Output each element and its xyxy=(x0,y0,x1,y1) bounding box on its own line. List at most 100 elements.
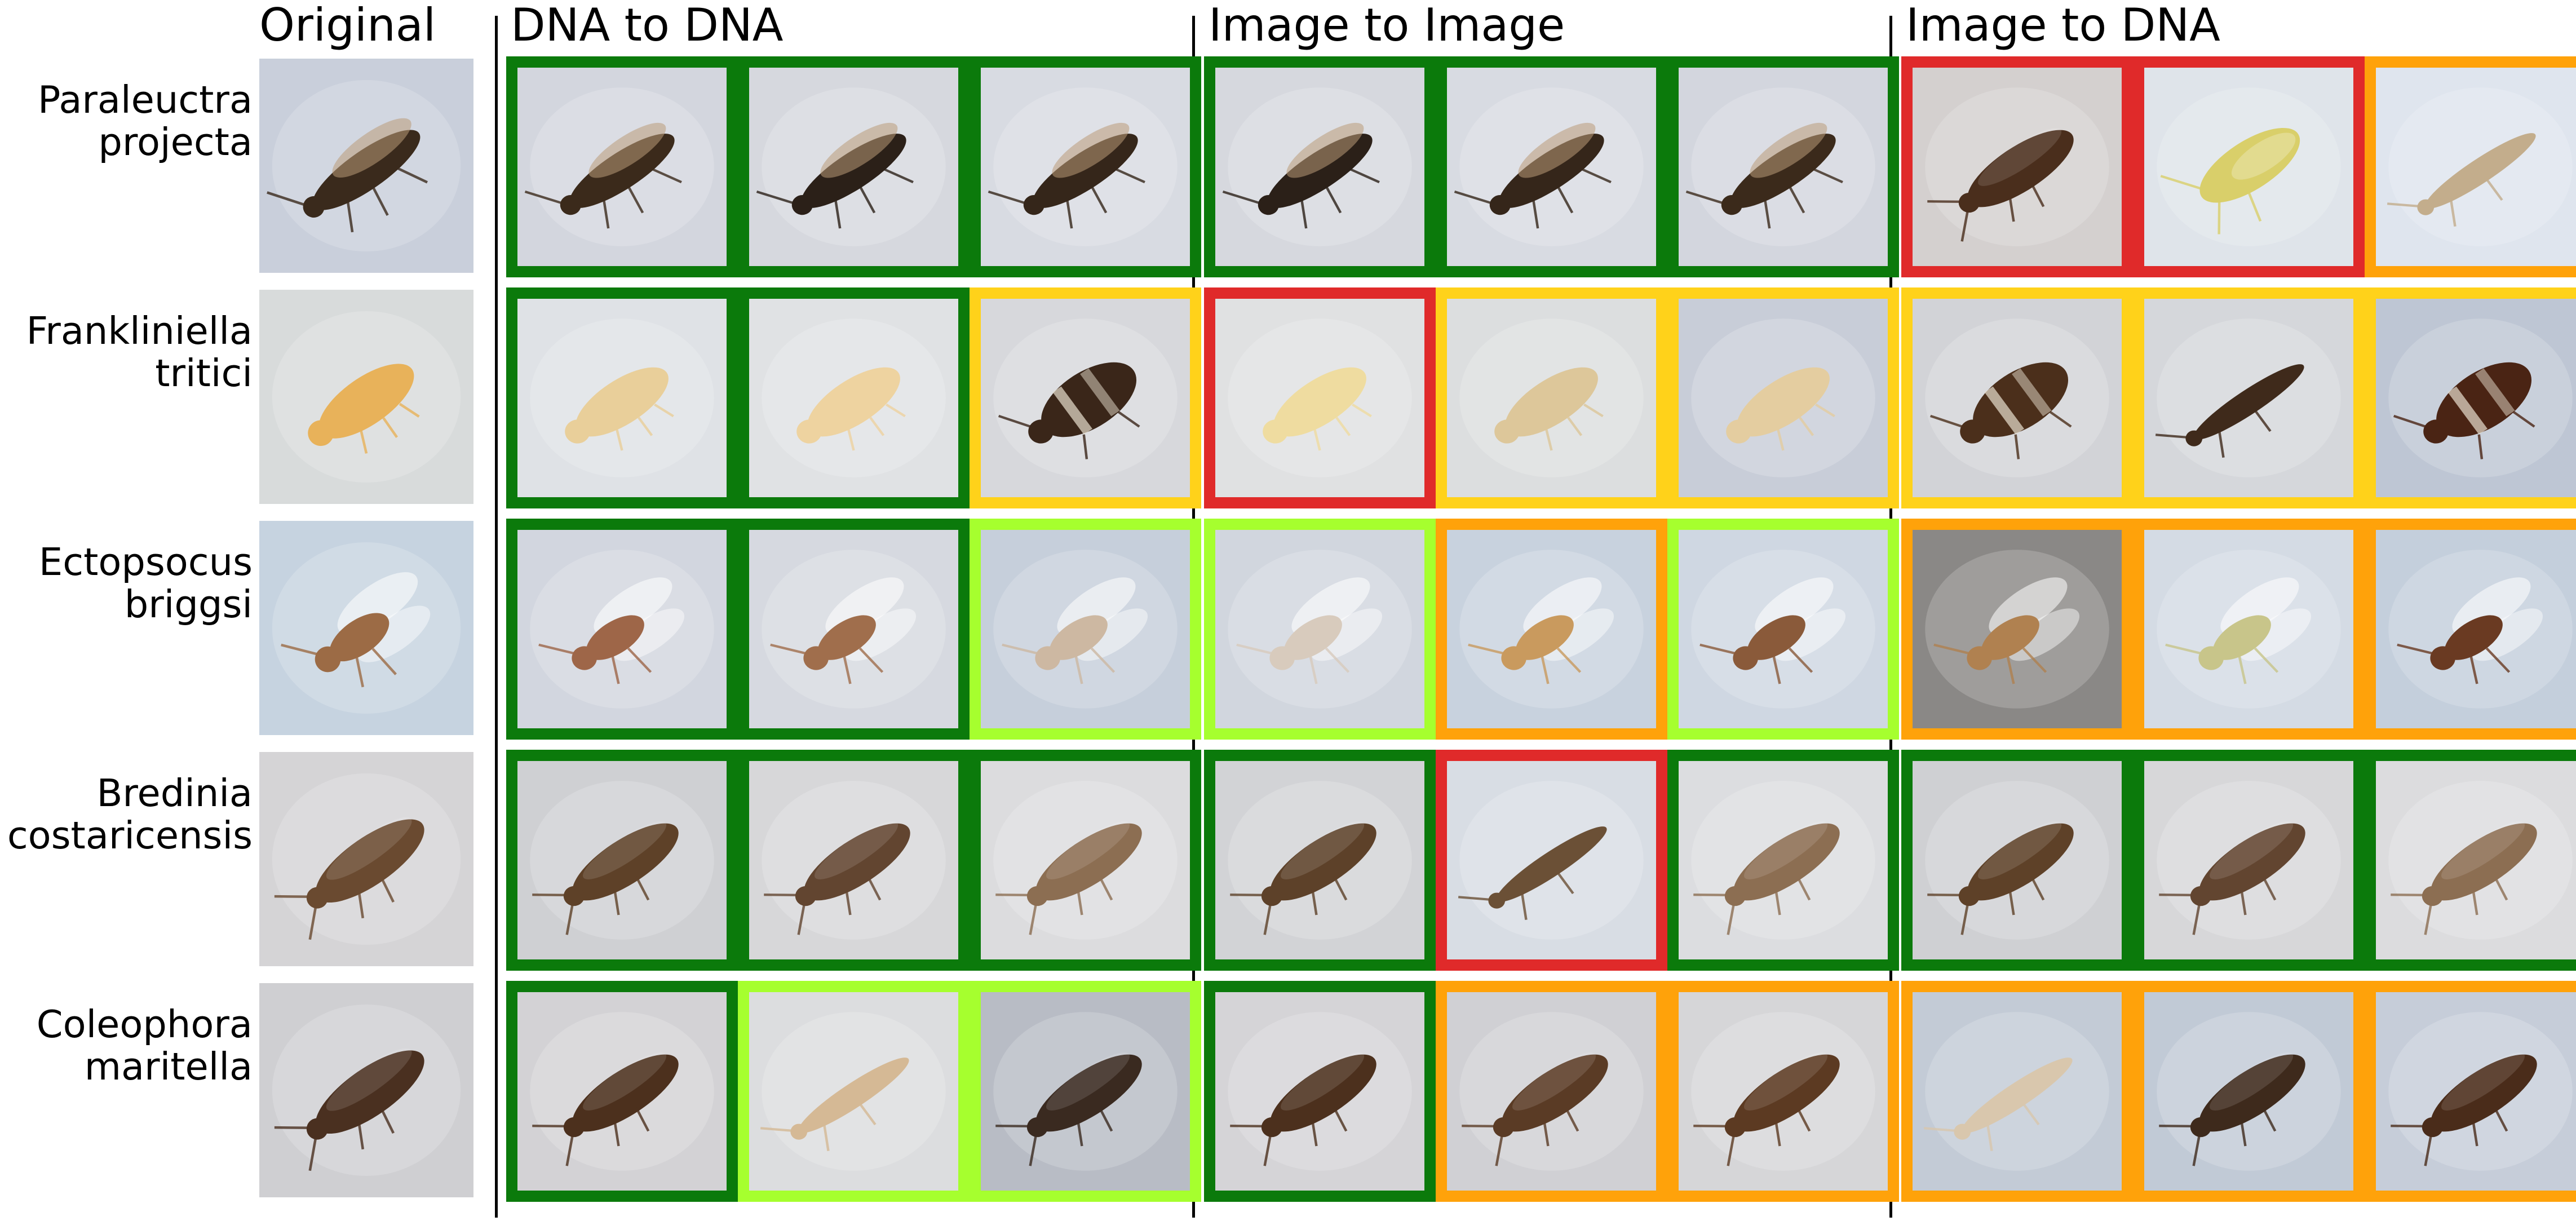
specimen-photo xyxy=(259,59,473,273)
species-label: Paraleuctra projecta xyxy=(0,79,253,163)
specimen-photo xyxy=(517,68,727,266)
specimen-photo xyxy=(749,530,958,728)
retrieval-result-image-to-dna xyxy=(2133,750,2365,971)
header-dna-to-dna: DNA to DNA xyxy=(511,0,784,51)
retrieval-result-dna-to-dna xyxy=(738,287,970,508)
retrieval-result-image-to-dna xyxy=(1901,519,2133,740)
retrieval-result-image-to-dna xyxy=(2133,519,2365,740)
retrieval-result-image-to-image xyxy=(1436,56,1667,277)
header-original: Original xyxy=(259,0,436,51)
retrieval-result-image-to-image xyxy=(1667,287,1899,508)
specimen-photo xyxy=(981,530,1190,728)
retrieval-result-image-to-image xyxy=(1204,56,1436,277)
specimen-photo xyxy=(749,761,958,959)
species-label-line-1: Ectopsocus xyxy=(38,540,253,584)
species-label: Ectopsocus briggsi xyxy=(0,541,253,626)
retrieval-result-dna-to-dna xyxy=(506,287,738,508)
species-label-line-2: maritella xyxy=(84,1045,253,1089)
retrieval-result-image-to-dna xyxy=(2365,287,2576,508)
specimen-photo xyxy=(1215,299,1424,497)
divider-line xyxy=(495,16,498,1218)
specimen-photo xyxy=(981,299,1190,497)
retrieval-result-image-to-image xyxy=(1204,750,1436,971)
original-image xyxy=(259,752,473,966)
original-image xyxy=(259,290,473,504)
specimen-photo xyxy=(1447,299,1656,497)
retrieval-result-dna-to-dna xyxy=(970,519,1201,740)
retrieval-result-dna-to-dna xyxy=(970,750,1201,971)
retrieval-result-dna-to-dna xyxy=(738,981,970,1202)
retrieval-result-image-to-image xyxy=(1436,750,1667,971)
retrieval-result-image-to-dna xyxy=(2365,56,2576,277)
retrieval-result-image-to-dna xyxy=(2133,981,2365,1202)
retrieval-result-image-to-dna xyxy=(2365,981,2576,1202)
specimen-photo xyxy=(259,521,473,735)
specimen-photo xyxy=(1913,761,2122,959)
specimen-photo xyxy=(1679,68,1888,266)
specimen-photo xyxy=(981,68,1190,266)
retrieval-result-dna-to-dna xyxy=(506,519,738,740)
species-label-line-1: Coleophora xyxy=(36,1002,253,1046)
header-image-to-image: Image to Image xyxy=(1209,0,1565,51)
retrieval-result-image-to-image xyxy=(1204,981,1436,1202)
specimen-photo xyxy=(2144,530,2353,728)
specimen-photo xyxy=(517,992,727,1191)
retrieval-result-image-to-image xyxy=(1667,750,1899,971)
species-label: Coleophora maritella xyxy=(0,1003,253,1088)
specimen-photo xyxy=(2144,761,2353,959)
specimen-photo xyxy=(2144,992,2353,1191)
specimen-photo xyxy=(1913,68,2122,266)
retrieval-result-dna-to-dna xyxy=(738,750,970,971)
specimen-photo xyxy=(1447,761,1656,959)
header-image-to-dna: Image to DNA xyxy=(1906,0,2220,51)
retrieval-result-dna-to-dna xyxy=(506,981,738,1202)
retrieval-result-dna-to-dna xyxy=(970,56,1201,277)
retrieval-result-dna-to-dna xyxy=(506,750,738,971)
species-label-line-1: Frankliniella xyxy=(26,309,253,353)
retrieval-result-image-to-image xyxy=(1667,981,1899,1202)
retrieval-result-image-to-image xyxy=(1204,287,1436,508)
specimen-photo xyxy=(1679,299,1888,497)
specimen-photo xyxy=(259,290,473,504)
retrieval-result-image-to-image xyxy=(1436,519,1667,740)
retrieval-result-dna-to-dna xyxy=(506,56,738,277)
original-image xyxy=(259,59,473,273)
retrieval-result-image-to-dna xyxy=(2365,750,2576,971)
specimen-photo xyxy=(1679,761,1888,959)
retrieval-result-image-to-dna xyxy=(1901,981,2133,1202)
specimen-photo xyxy=(2144,299,2353,497)
specimen-photo xyxy=(517,761,727,959)
species-label-line-2: costaricensis xyxy=(7,813,253,857)
retrieval-result-image-to-dna xyxy=(2365,519,2576,740)
retrieval-result-image-to-image xyxy=(1667,519,1899,740)
retrieval-result-image-to-dna xyxy=(1901,56,2133,277)
specimen-photo xyxy=(2376,530,2576,728)
species-label-line-2: briggsi xyxy=(124,582,253,626)
retrieval-result-image-to-image xyxy=(1204,519,1436,740)
specimen-photo xyxy=(1447,68,1656,266)
retrieval-result-image-to-dna xyxy=(2133,56,2365,277)
retrieval-result-image-to-image xyxy=(1667,56,1899,277)
specimen-photo xyxy=(2376,299,2576,497)
specimen-photo xyxy=(1215,68,1424,266)
specimen-photo xyxy=(1913,530,2122,728)
species-label: Bredinia costaricensis xyxy=(0,772,253,857)
species-label-line-2: projecta xyxy=(98,120,253,164)
specimen-photo xyxy=(749,299,958,497)
retrieval-result-image-to-dna xyxy=(1901,750,2133,971)
specimen-photo xyxy=(2376,992,2576,1191)
species-label-line-1: Bredinia xyxy=(96,771,253,815)
specimen-photo xyxy=(1215,761,1424,959)
specimen-photo xyxy=(1215,992,1424,1191)
specimen-photo xyxy=(981,992,1190,1191)
specimen-photo xyxy=(1679,992,1888,1191)
original-image xyxy=(259,983,473,1197)
specimen-photo xyxy=(1215,530,1424,728)
specimen-photo xyxy=(259,983,473,1197)
retrieval-result-dna-to-dna xyxy=(738,519,970,740)
retrieval-result-image-to-dna xyxy=(1901,287,2133,508)
species-label-line-1: Paraleuctra xyxy=(37,78,253,122)
specimen-photo xyxy=(981,761,1190,959)
specimen-photo xyxy=(1913,992,2122,1191)
specimen-photo xyxy=(517,299,727,497)
